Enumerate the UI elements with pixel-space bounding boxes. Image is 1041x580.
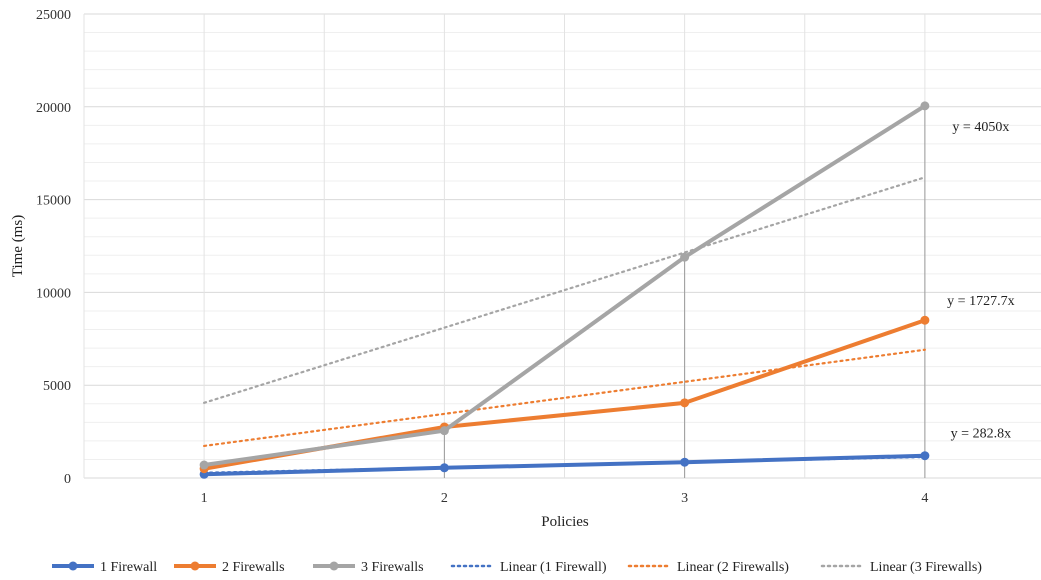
data-point [680,398,690,408]
x-axis-ticks: 1 2 3 4 [201,491,929,506]
y-tick-label: 20000 [36,101,71,116]
trendline [203,176,926,404]
legend-label: Linear (3 Firewalls) [870,560,982,575]
trendline-equations: y = 282.8x y = 1727.7x y = 4050x [947,120,1014,442]
legend-item: 1 Firewall [52,560,157,575]
data-point [680,457,690,467]
legend-marker [329,561,339,571]
x-tick-label: 2 [441,491,448,506]
y-tick-label: 25000 [36,8,71,23]
x-tick-label: 1 [201,491,208,506]
legend-label: 3 Firewalls [361,560,424,575]
gridlines [83,13,1041,479]
series [199,101,930,470]
y-axis-ticks: 0 5000 10000 15000 20000 25000 [36,8,71,487]
legend-item: Linear (3 Firewalls) [820,560,982,575]
data-point [680,252,690,262]
data-point [439,463,449,473]
y-tick-label: 15000 [36,194,71,209]
series-lines [199,101,930,479]
legend-label: 1 Firewall [100,560,157,575]
legend-item: 2 Firewalls [174,560,285,575]
series [199,451,930,479]
legend-label: Linear (2 Firewalls) [677,560,789,575]
series-line [202,103,927,468]
trendline-equation: y = 1727.7x [947,294,1014,309]
data-point [199,460,209,470]
data-point [439,426,449,436]
legend-label: Linear (1 Firewall) [500,560,607,575]
x-axis-title: Policies [541,514,589,530]
trendline-equation: y = 282.8x [951,427,1011,442]
legend-item: Linear (1 Firewall) [450,560,607,575]
legend-item: Linear (2 Firewalls) [627,560,789,575]
legend: 1 Firewall 2 Firewalls 3 Firewalls Linear (… [52,560,982,575]
legend-marker [190,561,200,571]
y-tick-label: 5000 [43,379,71,394]
legend-marker [68,561,78,571]
legend-label: 2 Firewalls [222,560,285,575]
data-point [920,101,930,111]
x-tick-label: 4 [921,491,928,506]
series-line [202,453,927,477]
y-axis-title: Time (ms) [10,215,26,277]
x-tick-label: 3 [681,491,688,506]
data-point [920,451,930,461]
y-tick-label: 0 [64,472,71,487]
trendline [203,348,926,448]
y-tick-label: 10000 [36,286,71,301]
trendline-equation: y = 4050x [952,120,1009,135]
data-point [920,315,930,325]
legend-item: 3 Firewalls [313,560,424,575]
